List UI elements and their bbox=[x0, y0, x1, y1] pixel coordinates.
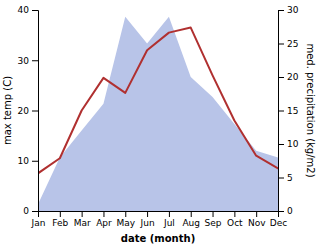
x-tick-label: Oct bbox=[227, 218, 243, 228]
x-tick-label: Jul bbox=[163, 218, 175, 228]
y2-tick: 20 bbox=[278, 72, 299, 82]
y-tick-label: 10 bbox=[18, 156, 30, 166]
chart: JanFebMarAprMayJunJulAugSepOctNovDec0102… bbox=[0, 0, 318, 247]
y2-tick: 10 bbox=[278, 139, 299, 149]
y2-tick-mark bbox=[278, 144, 284, 145]
y2-tick: 15 bbox=[278, 106, 298, 116]
x-tick: Dec bbox=[270, 211, 287, 228]
y-tick-label: 20 bbox=[18, 106, 30, 116]
x-tick: Feb bbox=[52, 211, 68, 228]
x-tick-label: Aug bbox=[182, 218, 200, 228]
x-tick: Mar bbox=[74, 211, 91, 228]
x-tick-label: Sep bbox=[205, 218, 222, 228]
y2-tick-label: 30 bbox=[287, 5, 299, 15]
y2-tick-label: 0 bbox=[287, 206, 293, 216]
y-tick: 10 bbox=[18, 156, 38, 166]
y2-tick-label: 25 bbox=[287, 39, 298, 49]
y2-tick-label: 15 bbox=[287, 106, 298, 116]
y2-axis-title: med. precipitation (kg/m2) bbox=[305, 43, 316, 177]
y-tick-label: 40 bbox=[18, 5, 30, 15]
x-tick-mark bbox=[169, 211, 170, 217]
y-axis-title: max temp (C) bbox=[2, 76, 13, 145]
x-tick: Aug bbox=[182, 211, 200, 228]
y-axis: 0 10 20 30 40 bbox=[18, 5, 39, 216]
y-tick: 20 bbox=[18, 106, 38, 116]
x-tick-mark bbox=[82, 211, 83, 217]
x-tick-mark bbox=[191, 211, 192, 217]
y2-tick-mark bbox=[278, 211, 284, 212]
x-tick-label: Dec bbox=[270, 218, 287, 228]
y2-tick-label: 20 bbox=[287, 72, 299, 82]
x-tick: Oct bbox=[227, 211, 243, 228]
y-tick-mark bbox=[32, 60, 38, 61]
y2-tick-label: 10 bbox=[287, 139, 299, 149]
x-tick-mark bbox=[256, 211, 257, 217]
x-tick-mark bbox=[147, 211, 148, 217]
y-tick: 40 bbox=[18, 5, 38, 15]
y-tick: 30 bbox=[18, 56, 38, 66]
x-tick-label: May bbox=[116, 218, 135, 228]
x-tick-mark bbox=[213, 211, 214, 217]
x-tick: Apr bbox=[96, 211, 112, 228]
y-tick-mark bbox=[32, 211, 38, 212]
y2-axis-line bbox=[279, 11, 285, 212]
x-axis-title: date (month) bbox=[121, 233, 195, 244]
x-tick-label: Jun bbox=[140, 218, 155, 228]
x-tick-mark bbox=[103, 211, 104, 217]
x-tick-label: Feb bbox=[52, 218, 68, 228]
x-tick-label: Apr bbox=[96, 218, 112, 228]
y2-tick-mark bbox=[278, 77, 284, 78]
y-tick-label: 30 bbox=[18, 56, 30, 66]
y2-tick-mark bbox=[278, 10, 284, 11]
temperature-line bbox=[38, 28, 278, 174]
x-tick: May bbox=[116, 211, 135, 228]
y2-tick-mark bbox=[278, 111, 284, 112]
y-tick: 0 bbox=[23, 206, 38, 216]
y2-tick-mark bbox=[278, 178, 284, 179]
plot-root: JanFebMarAprMayJunJulAugSepOctNovDec0102… bbox=[2, 5, 316, 244]
y2-tick: 0 bbox=[278, 206, 293, 216]
x-axis: Jan Feb Mar Apr May Jun Jul Aug Sep Oct Nov Dec bbox=[31, 211, 288, 228]
precipitation-area bbox=[38, 17, 278, 211]
x-tick: Jan bbox=[31, 211, 46, 228]
y-tick-mark bbox=[32, 10, 38, 11]
y-axis-line bbox=[32, 11, 39, 212]
y-tick-mark bbox=[32, 161, 38, 162]
x-tick: Sep bbox=[205, 211, 222, 228]
y2-tick: 25 bbox=[278, 39, 298, 49]
x-tick-mark bbox=[60, 211, 61, 217]
y2-tick: 5 bbox=[278, 173, 293, 183]
x-tick-label: Mar bbox=[74, 218, 91, 228]
y2-tick-label: 5 bbox=[287, 173, 293, 183]
x-tick-label: Jan bbox=[31, 218, 46, 228]
x-tick-mark bbox=[125, 211, 126, 217]
x-tick-mark bbox=[234, 211, 235, 217]
y2-tick-mark bbox=[278, 44, 284, 45]
x-axis-line bbox=[39, 212, 279, 218]
plot-area bbox=[38, 17, 278, 211]
x-tick: Nov bbox=[248, 211, 266, 228]
x-tick: Jul bbox=[163, 211, 175, 228]
y-tick-label: 0 bbox=[23, 206, 29, 216]
y-tick-mark bbox=[32, 111, 38, 112]
y2-axis: 0 5 10 15 20 25 30 bbox=[278, 5, 299, 216]
x-tick: Jun bbox=[140, 211, 155, 228]
y2-tick: 30 bbox=[278, 5, 299, 15]
x-tick-label: Nov bbox=[248, 218, 266, 228]
